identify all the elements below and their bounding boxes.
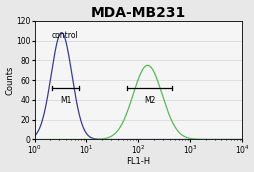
Text: M1: M1 — [59, 96, 71, 105]
Text: control: control — [51, 31, 78, 40]
Title: MDA-MB231: MDA-MB231 — [90, 6, 185, 20]
Text: M2: M2 — [143, 96, 154, 105]
X-axis label: FL1-H: FL1-H — [126, 157, 150, 166]
Y-axis label: Counts: Counts — [6, 65, 14, 95]
